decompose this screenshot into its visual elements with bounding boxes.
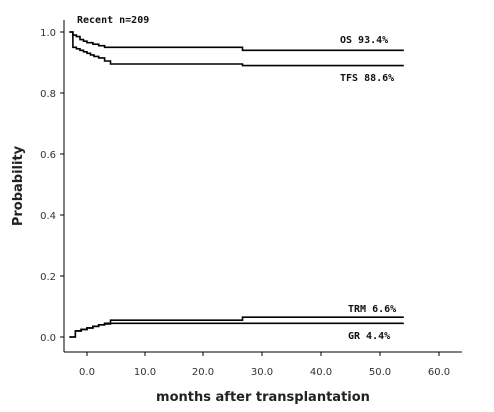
y-tick-2: 0.4 <box>40 211 64 222</box>
x-tick-label: 60.0 <box>428 367 450 378</box>
tfs-label: TFS 88.6% <box>340 73 394 84</box>
y-tick-0: 0.0 <box>40 333 64 344</box>
y-tick-1: 0.2 <box>40 272 64 283</box>
gr-label: GR 4.4% <box>348 331 390 342</box>
tfs-curve <box>69 31 404 67</box>
y-tick-label: 0.4 <box>40 211 56 222</box>
y-axis-title: Probability <box>11 145 26 226</box>
x-tick-label: 20.0 <box>192 367 214 378</box>
x-tick-label: 50.0 <box>369 367 391 378</box>
x-tick-6: 60.0 <box>428 352 450 378</box>
x-tick-4: 40.0 <box>310 352 332 378</box>
y-tick-label: 1.0 <box>40 28 56 39</box>
x-tick-label: 40.0 <box>310 367 332 378</box>
y-tick-label: 0.0 <box>40 333 56 344</box>
x-axis-title: months after transplantation <box>156 390 370 405</box>
x-tick-label: 0.0 <box>79 367 95 378</box>
chart-title: Recent n=209 <box>77 15 149 26</box>
x-tick-label: 10.0 <box>134 367 156 378</box>
os-curve <box>69 31 404 52</box>
x-tick-3: 30.0 <box>251 352 273 378</box>
series-layer <box>69 31 404 338</box>
x-tick-0: 0.0 <box>79 352 95 378</box>
y-tick-label: 0.6 <box>40 150 56 161</box>
gr-curve <box>69 322 404 338</box>
trm-label: TRM 6.6% <box>348 304 396 315</box>
y-tick-3: 0.6 <box>40 150 64 161</box>
x-tick-5: 50.0 <box>369 352 391 378</box>
y-tick-label: 0.2 <box>40 272 56 283</box>
y-tick-5: 1.0 <box>40 28 64 39</box>
x-tick-label: 30.0 <box>251 367 273 378</box>
x-tick-1: 10.0 <box>134 352 156 378</box>
y-tick-label: 0.8 <box>40 89 56 100</box>
x-tick-2: 20.0 <box>192 352 214 378</box>
y-tick-4: 0.8 <box>40 89 64 100</box>
os-label: OS 93.4% <box>340 35 388 46</box>
